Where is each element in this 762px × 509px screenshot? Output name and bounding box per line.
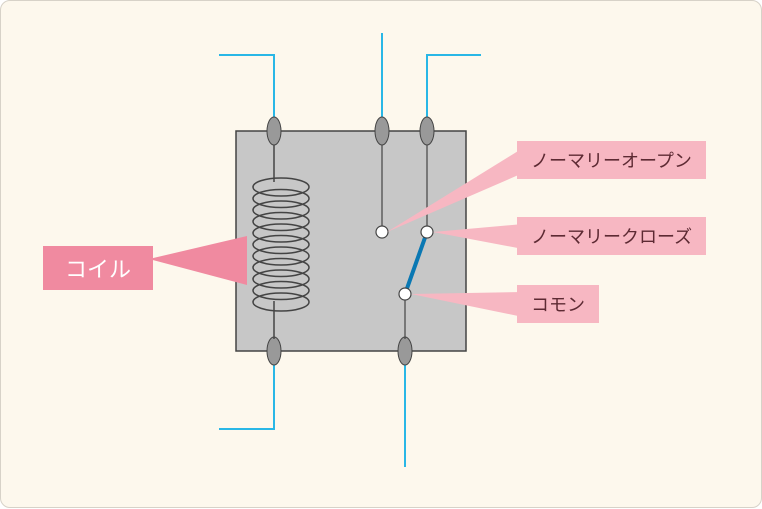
terminal-4 — [398, 337, 412, 365]
callout-coil: コイル — [43, 246, 153, 290]
terminal-1 — [375, 117, 389, 145]
contact-node-2 — [399, 288, 411, 300]
callout-pointer-coil — [149, 236, 247, 285]
callout-no: ノーマリーオープン — [517, 141, 706, 179]
callout-common: コモン — [517, 285, 599, 323]
wire-2 — [427, 55, 481, 119]
wire-0 — [219, 55, 274, 119]
terminal-2 — [420, 117, 434, 145]
terminal-3 — [267, 337, 281, 365]
wire-3 — [219, 363, 274, 429]
callout-nc: ノーマリークローズ — [517, 217, 706, 255]
relay-diagram: コイル ノーマリーオープンノーマリークローズコモン — [0, 0, 762, 508]
contact-node-1 — [421, 226, 433, 238]
contact-node-0 — [376, 226, 388, 238]
terminal-0 — [267, 117, 281, 145]
